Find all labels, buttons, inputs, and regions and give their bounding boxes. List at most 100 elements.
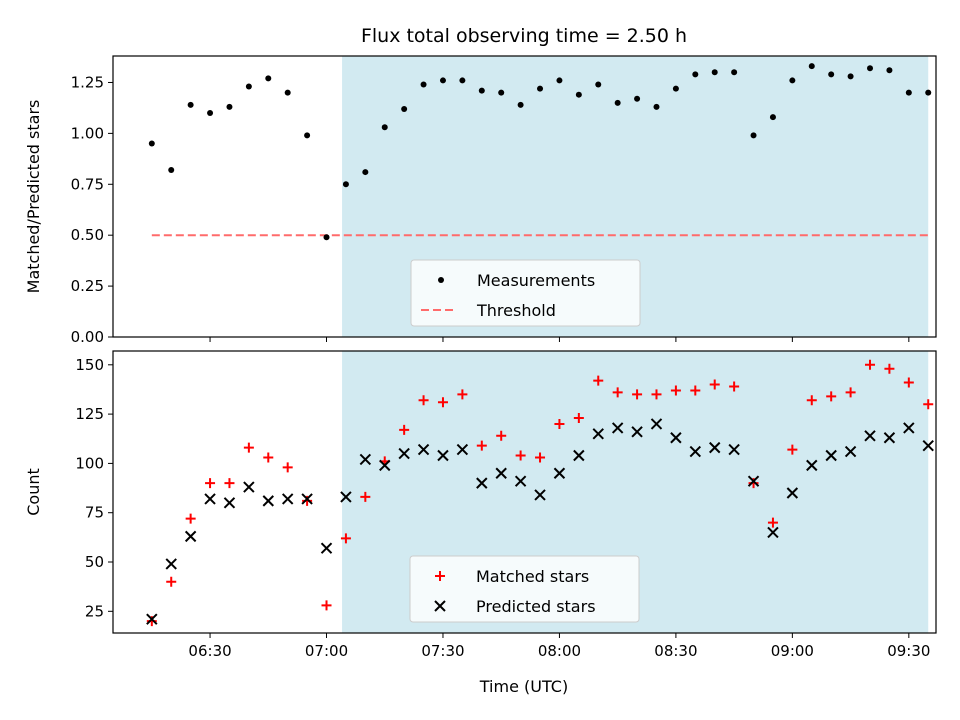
measurement-point <box>711 69 718 76</box>
predicted-point <box>495 467 507 479</box>
figure-title: Flux total observing time = 2.50 h <box>361 25 687 47</box>
predicted-point <box>281 493 294 505</box>
measurements-series <box>148 63 932 241</box>
y-tick-label: 50 <box>85 553 104 571</box>
predicted-point <box>747 475 760 487</box>
matched-point <box>670 385 681 396</box>
x-tick-label: 09:00 <box>771 642 814 660</box>
x-tick-label: 08:00 <box>538 642 581 660</box>
predicted-point <box>437 449 449 462</box>
legend-label: Matched stars <box>476 567 589 586</box>
matched-point <box>884 363 895 374</box>
matched-point <box>166 576 177 587</box>
measurement-point <box>168 167 175 174</box>
measurement-point <box>808 63 815 70</box>
matched-point <box>205 478 216 489</box>
measurement-point <box>381 124 388 131</box>
predicted-point <box>844 445 857 458</box>
ratio-y-axis-label: Matched/Predicted stars <box>24 100 43 294</box>
measurement-point <box>556 77 563 84</box>
measurement-point <box>653 103 660 110</box>
measurement-point <box>750 132 757 139</box>
legend-label: Predicted stars <box>476 597 596 616</box>
y-tick-label: 125 <box>75 405 104 423</box>
matched-point <box>806 395 817 406</box>
y-tick-label: 0.00 <box>71 328 104 346</box>
measurement-point <box>420 81 427 88</box>
predicted-point <box>592 428 604 440</box>
predicted-point <box>223 497 236 509</box>
matched-point <box>437 397 448 408</box>
y-tick-label: 100 <box>75 454 104 472</box>
matched-point <box>282 462 293 473</box>
y-tick-label: 25 <box>85 602 104 620</box>
measurement-point <box>207 110 214 117</box>
measurement-point <box>614 99 621 106</box>
matched-point <box>690 385 701 396</box>
y-tick-label: 75 <box>85 504 104 522</box>
measurement-point <box>769 114 776 121</box>
measurement-point <box>925 89 932 96</box>
measurement-point <box>517 101 524 108</box>
measurement-point <box>245 83 252 90</box>
matched-point <box>923 399 934 410</box>
measurement-point <box>595 81 602 88</box>
predicted-point <box>670 432 682 444</box>
y-tick-label: 0.50 <box>71 226 104 244</box>
axes-frame <box>112 55 937 338</box>
predicted-point <box>165 558 177 570</box>
measurement-point <box>362 169 369 176</box>
measurement-point <box>439 77 446 84</box>
flux-ratio-panel: 0.00 0.25 0.50 0.75 1.00 1.25 Matched/Predicte… <box>24 55 937 346</box>
matched-point <box>535 452 546 463</box>
predicted-point <box>534 489 546 501</box>
x-axis-label: Time (UTC) <box>479 677 568 696</box>
x-tick-label: 06:30 <box>188 642 231 660</box>
predicted-point <box>883 432 896 444</box>
predicted-point <box>689 445 702 458</box>
legend-marker <box>434 600 446 612</box>
axes-frame <box>112 350 937 634</box>
predicted-point <box>650 418 663 430</box>
measurement-point <box>459 77 466 84</box>
y-tick-label: 0.75 <box>71 175 104 193</box>
predicted-point <box>573 449 585 462</box>
predicted-point <box>553 467 566 479</box>
measurement-point <box>187 101 194 108</box>
predicted-stars-series <box>146 418 934 625</box>
predicted-point <box>379 459 391 472</box>
measurement-point <box>537 85 544 92</box>
predicted-point <box>514 475 527 487</box>
predicted-point <box>146 613 158 625</box>
measurement-point <box>692 71 699 78</box>
matched-point <box>709 379 720 390</box>
matched-point <box>496 430 507 441</box>
predicted-point <box>456 443 469 456</box>
matched-point <box>651 389 662 400</box>
matched-point <box>185 513 196 524</box>
matched-point <box>632 389 643 400</box>
x-tick-label: 07:30 <box>421 642 464 660</box>
matched-point <box>321 600 332 611</box>
measurement-point <box>265 75 272 82</box>
y-tick-label: 0.25 <box>71 277 104 295</box>
y-tick-label: 1.25 <box>71 73 104 91</box>
measurement-point <box>886 67 893 74</box>
predicted-point <box>359 453 372 466</box>
predicted-point <box>728 443 740 456</box>
count-y-axis-label: Count <box>24 468 43 516</box>
predicted-point <box>320 542 333 554</box>
x-tick-label: 07:00 <box>305 642 348 660</box>
measurement-point <box>672 85 679 92</box>
measurement-point <box>789 77 796 84</box>
measurement-point <box>905 89 912 96</box>
measurement-point <box>828 71 835 78</box>
predicted-point <box>806 459 818 472</box>
predicted-point <box>767 526 779 539</box>
matched-point <box>826 391 837 402</box>
legend-box <box>410 259 641 327</box>
measurement-point <box>304 132 311 139</box>
predicted-point <box>262 495 274 507</box>
matched-point <box>146 616 157 627</box>
measurement-point <box>323 234 330 241</box>
